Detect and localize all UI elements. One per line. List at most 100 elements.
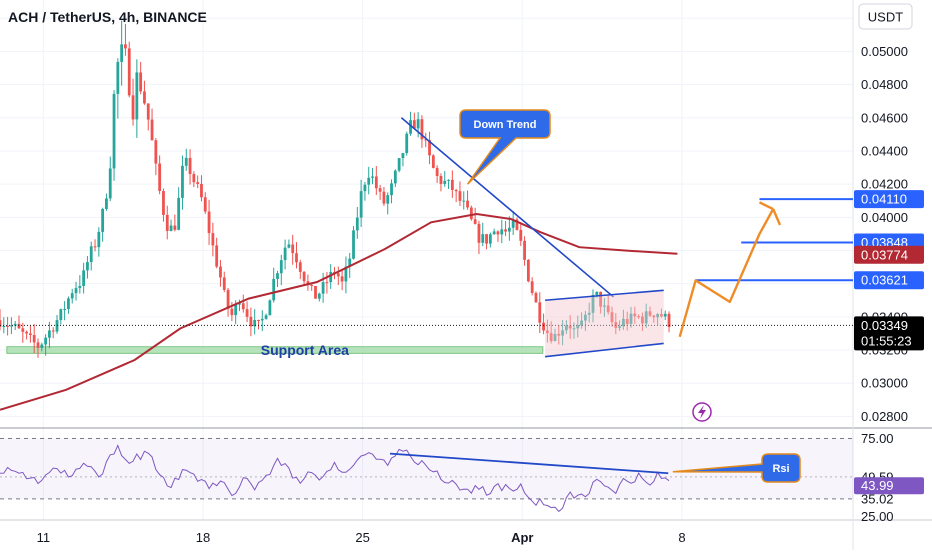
candle-body xyxy=(564,325,568,331)
candle-body xyxy=(641,316,644,324)
candle-body xyxy=(405,133,409,154)
candle-body xyxy=(591,294,595,313)
candle-body xyxy=(108,168,112,199)
time-tick-label: 11 xyxy=(37,530,51,545)
candle-body xyxy=(587,312,591,315)
candle-body xyxy=(397,158,401,171)
candle-body xyxy=(515,219,519,230)
candle-body xyxy=(101,208,105,232)
candle-body xyxy=(158,163,162,192)
candle-body xyxy=(496,231,500,235)
alert-icon[interactable] xyxy=(692,402,712,422)
candle-body xyxy=(25,331,29,334)
currency-button[interactable]: USDT xyxy=(858,3,913,30)
candle-body xyxy=(13,323,17,326)
candle-body xyxy=(401,153,405,159)
candle-body xyxy=(629,313,633,324)
candle-body xyxy=(59,309,63,321)
candle-body xyxy=(272,278,276,301)
ma-value-tag: 0.03774 xyxy=(861,247,908,262)
candle-body xyxy=(538,302,542,323)
candle-body xyxy=(48,330,51,338)
candle-body xyxy=(51,330,55,332)
candle-body xyxy=(317,293,321,299)
candle-body xyxy=(93,246,97,248)
candle-body xyxy=(602,305,606,307)
ma-value-tag-bg xyxy=(854,245,924,264)
candle-body xyxy=(78,285,82,289)
candle-body xyxy=(637,316,641,318)
candle-body xyxy=(648,311,652,316)
candle-body xyxy=(371,176,374,178)
currency-label: USDT xyxy=(868,10,903,25)
candle-body xyxy=(154,140,158,164)
candle-body xyxy=(146,103,150,120)
candle-body xyxy=(500,229,504,235)
candle-body xyxy=(663,313,667,317)
candle-body xyxy=(97,231,101,248)
candle-body xyxy=(165,214,169,232)
last-price-tag-bg xyxy=(854,316,924,351)
candle-body xyxy=(469,207,473,220)
candle-body xyxy=(63,308,67,310)
channel-upper-line xyxy=(545,289,664,302)
candle-body xyxy=(656,314,660,318)
candle-body xyxy=(526,259,530,282)
candle-body xyxy=(249,316,253,327)
candle-body xyxy=(416,119,420,129)
rsi-line xyxy=(0,444,670,513)
candle-body xyxy=(428,140,431,156)
down-trend-label: Down Trend xyxy=(474,119,537,131)
candle-body xyxy=(230,308,234,316)
candle-body xyxy=(181,165,184,198)
candle-body xyxy=(336,273,340,277)
candle-body xyxy=(291,244,295,254)
candle-body xyxy=(583,314,587,321)
projection-arrowhead-left xyxy=(758,201,774,211)
candle-body xyxy=(222,277,226,290)
candle-body xyxy=(530,281,534,293)
candle-body xyxy=(507,227,511,232)
candle-body xyxy=(200,183,203,198)
candle-body xyxy=(116,61,120,94)
candle-body xyxy=(431,155,435,168)
price-tick-label: 0.04600 xyxy=(861,110,908,125)
candle-body xyxy=(196,182,200,184)
candle-body xyxy=(139,72,143,92)
candle-body xyxy=(344,266,348,282)
candle-body xyxy=(519,229,523,241)
channel-fill xyxy=(545,290,664,357)
candle-body xyxy=(44,337,48,345)
candle-body xyxy=(32,335,36,343)
candle-body xyxy=(481,234,485,243)
candle-body xyxy=(283,247,287,261)
down-trend-callout: Down Trend xyxy=(459,109,551,185)
candle-body xyxy=(633,313,637,317)
target-level-tag: 0.04110 xyxy=(861,192,907,207)
candle-body xyxy=(466,200,469,208)
moving-average-layer xyxy=(0,212,678,411)
callouts-layer: Down Trend Rsi xyxy=(459,109,801,483)
candle-body xyxy=(264,315,268,319)
candle-body xyxy=(424,139,428,141)
rsi-level-label: 75.00 xyxy=(861,431,894,446)
candle-body xyxy=(306,281,310,286)
candle-body xyxy=(257,320,260,322)
candle-body xyxy=(572,328,576,330)
candle-body xyxy=(443,180,447,184)
candle-body xyxy=(504,229,507,232)
candle-body xyxy=(310,285,314,287)
candle-body xyxy=(568,325,572,329)
candle-body xyxy=(279,260,283,274)
candle-body xyxy=(580,320,583,326)
candle-body xyxy=(599,291,602,307)
candle-body xyxy=(150,119,154,141)
rsi-callout-label: Rsi xyxy=(772,463,789,475)
candle-body xyxy=(67,298,70,309)
candle-body xyxy=(21,328,25,332)
candle-body xyxy=(439,176,443,184)
price-tags-layer: 0.041100.038480.036210.037740.0334901:55… xyxy=(854,190,924,495)
candle-body xyxy=(188,157,192,175)
candle-body xyxy=(120,44,124,62)
candle-body xyxy=(534,292,538,303)
